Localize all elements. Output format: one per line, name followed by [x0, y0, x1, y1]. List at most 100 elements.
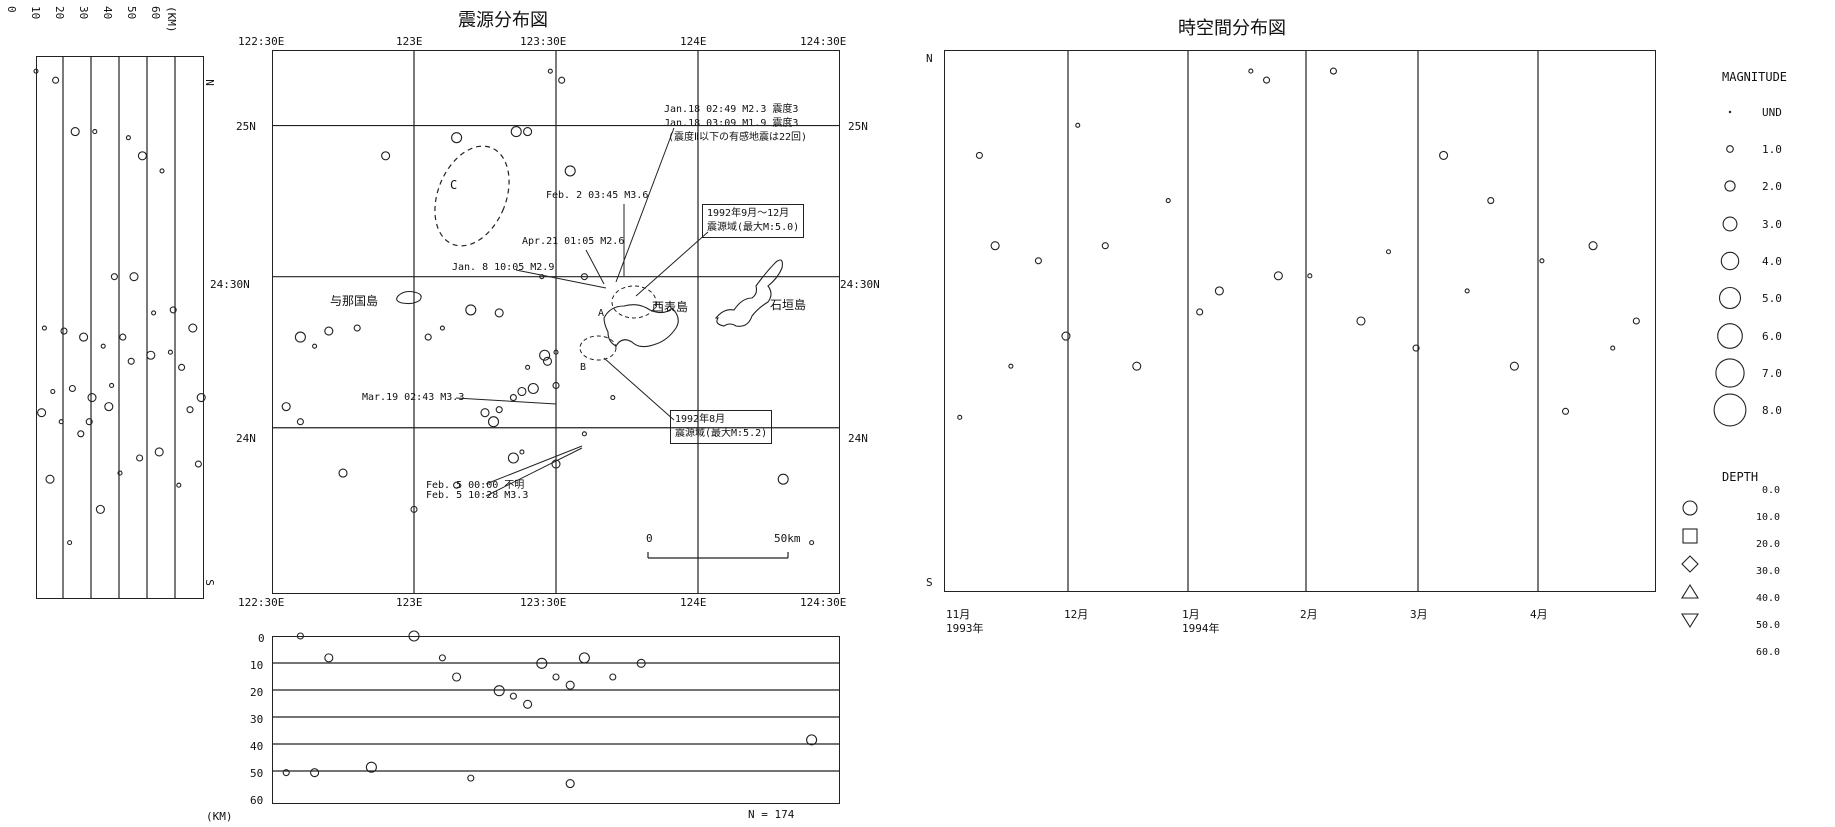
depth-ns-point [137, 151, 147, 161]
timeline-month-nov: 11月 [946, 608, 971, 621]
epicenter-point [294, 331, 306, 343]
legend-depth-60: 60.0 [1756, 647, 1781, 658]
legend-depth-circle-icon [1682, 500, 1698, 516]
region-c-outline [434, 145, 510, 247]
legend-depth-30: 30.0 [1756, 566, 1781, 577]
epicenter-point [480, 408, 490, 418]
depth-ns-point [60, 327, 68, 335]
region-label-b: B [580, 362, 587, 373]
annotation-box-1992aug-line2: 震源域(最大M:5.2) [675, 428, 768, 439]
depth-section-point [467, 774, 475, 782]
epicenter-point [525, 364, 531, 370]
epicenter-point [564, 165, 576, 177]
timeline-point [1329, 67, 1337, 75]
timeline-point [1165, 198, 1171, 204]
legend-mag-symbol [1715, 358, 1745, 388]
depth-ns-point [136, 454, 144, 462]
epicenter-point [451, 132, 463, 144]
epicenter-point [509, 394, 517, 402]
depth-ns-point [37, 408, 47, 418]
epicenter-point [581, 431, 587, 437]
epicenter-point [281, 402, 291, 412]
depth-ew-tick-20: 20 [250, 686, 264, 699]
epicenter-point [523, 127, 533, 137]
timeline-year-1994: 1994年 [1182, 622, 1220, 635]
legend-mag-4: 4.0 [1762, 255, 1782, 268]
depth-ns-point [117, 470, 123, 476]
epicenter-point [410, 505, 418, 513]
epicenter-point [777, 473, 789, 485]
island-yonaguni [396, 290, 422, 305]
depth-ns-point [50, 388, 56, 395]
annotation-box-1992aug: 1992年8月 震源域(最大M:5.2) [670, 410, 773, 444]
depth-section-point [523, 699, 533, 709]
epicenter-point [527, 382, 539, 395]
timeline-point [1101, 242, 1109, 250]
epicenter-point [542, 356, 553, 366]
annotation-feb5-2: Feb. 5 10:28 M3.3 [426, 490, 529, 501]
region-label-c: C [450, 178, 458, 192]
annotation-jan8: Jan. 8 10:05 M2.9 [452, 262, 555, 273]
legend-mag-symbol [1718, 286, 1742, 310]
depth-ns-point [169, 306, 177, 314]
epicenter-point [312, 343, 318, 349]
depth-ns-point [167, 349, 173, 355]
timeline-point [975, 151, 983, 159]
epicenter-point [547, 68, 553, 74]
legend-depth-triangle-icon [1681, 583, 1699, 599]
depth-ns-point [125, 135, 131, 141]
depth-ns-point [41, 325, 47, 331]
legend-mag-symbol [1720, 251, 1740, 271]
depth-ew-unit: (KM) [206, 810, 233, 823]
depth-ns-point [58, 419, 64, 425]
legend-depth-10: 10.0 [1756, 512, 1781, 523]
scale-km-label: 50km [774, 532, 801, 545]
map-lat-tick-right-0: 25N [848, 120, 868, 133]
timeline-point [1412, 344, 1420, 352]
island-iriomote [603, 304, 679, 348]
depth-ew-panel [272, 636, 840, 804]
legend-depth-50: 50.0 [1756, 620, 1781, 631]
timeline-point [1356, 316, 1366, 326]
legend-depth-square-icon [1682, 528, 1698, 544]
epicenter-point [453, 481, 461, 489]
annotation-leaders [455, 127, 709, 497]
timeline-point [1034, 257, 1042, 265]
region-a-outline [611, 285, 657, 319]
annotation-feb5-1: Feb. 5 00:00 不明 [426, 480, 525, 491]
timeline-month-mar: 3月 [1410, 608, 1428, 621]
epicenter-point [539, 274, 545, 280]
depth-ns-point [104, 402, 114, 412]
depth-ns-point [194, 460, 202, 468]
map-lon-tick-top-0: 122:30E [238, 35, 285, 48]
timeline-point [1196, 308, 1204, 316]
map-lat-tick-right-2: 24N [848, 432, 868, 445]
epicenter-point [494, 308, 504, 318]
depth-ew-count: N = 174 [748, 808, 795, 821]
timeline-point [1214, 286, 1224, 296]
epicenter-point [552, 381, 560, 390]
timeline-point [1307, 273, 1313, 279]
depth-section-point [509, 692, 517, 700]
timeline-point [1588, 241, 1598, 251]
place-iriomote: 西表島 [652, 300, 689, 314]
epicenter-point [517, 386, 527, 397]
legend-mag-symbol [1722, 216, 1738, 232]
depth-ns-panel [36, 56, 204, 599]
depth-ns-point [77, 430, 85, 438]
depth-ns-point [68, 384, 76, 393]
map-lon-tick-top-1: 123E [396, 35, 423, 48]
legend-mag-1: 1.0 [1762, 143, 1782, 156]
depth-ns-point [110, 273, 118, 281]
timeline-point [1263, 76, 1271, 84]
epicenter-point [558, 76, 566, 84]
annotation-jan18-2: Jan.18 03:09 M1.9 震度3 [664, 118, 799, 129]
timeline-point [1439, 150, 1449, 160]
timeline-point [1248, 68, 1254, 74]
legend-depth-inverted-triangle-icon [1681, 613, 1699, 629]
timeline-panel [944, 50, 1656, 592]
epicenter-point [553, 349, 559, 355]
map-lon-tick-bottom-1: 123E [396, 596, 423, 609]
epicenter-point [487, 416, 500, 428]
